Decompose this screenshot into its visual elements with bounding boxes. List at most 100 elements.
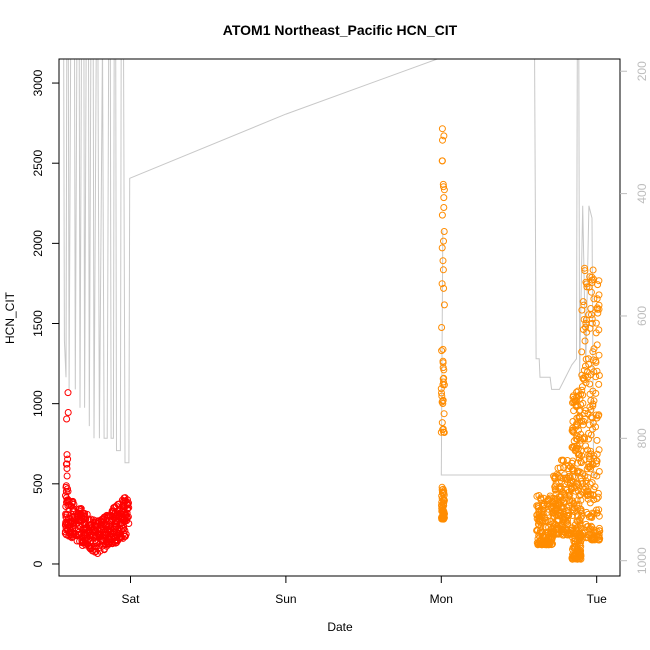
data-point (591, 483, 599, 491)
data-point (62, 460, 70, 468)
data-point (585, 513, 593, 521)
data-point (122, 530, 130, 538)
data-point (595, 380, 603, 388)
data-point (438, 280, 446, 288)
data-point (96, 524, 104, 532)
data-point (592, 319, 600, 327)
data-point (440, 515, 447, 523)
y-tick-label: 2500 (31, 150, 45, 177)
data-point (582, 442, 590, 450)
data-point (440, 374, 448, 382)
data-point (581, 526, 589, 534)
data-point (540, 501, 548, 508)
data-point (581, 472, 589, 480)
data-point (573, 497, 581, 505)
data-point (595, 446, 603, 454)
x-tick-label: Sun (275, 592, 296, 606)
data-point (113, 539, 120, 547)
data-point (79, 532, 87, 540)
data-point (588, 273, 596, 281)
data-point (440, 410, 448, 418)
data-point (595, 351, 603, 359)
data-point (112, 522, 120, 530)
data-point (64, 498, 71, 506)
data-point (537, 513, 545, 521)
data-point (595, 468, 603, 475)
data-point (439, 396, 447, 404)
data-point (571, 540, 579, 548)
data-point (587, 305, 595, 312)
data-point (114, 530, 122, 538)
data-point (583, 283, 591, 291)
data-point (590, 345, 598, 353)
data-point (65, 506, 73, 514)
data-point (114, 507, 122, 515)
data-point (438, 513, 446, 521)
data-point (581, 267, 589, 275)
data-point (584, 446, 591, 454)
data-point (595, 524, 603, 532)
data-point (583, 328, 591, 336)
data-point (440, 511, 448, 519)
data-point (582, 483, 590, 491)
data-point (582, 355, 590, 363)
data-point (581, 529, 589, 537)
data-point (577, 547, 585, 555)
x-axis: Sat Sun Mon Tue (121, 576, 607, 606)
data-point (579, 298, 587, 306)
data-point (550, 506, 558, 514)
data-point (533, 539, 541, 547)
data-point (440, 132, 448, 140)
data-point (581, 337, 589, 345)
data-point (439, 136, 446, 144)
data-point (564, 516, 571, 524)
y-axis: 0 500 1000 1500 2000 2500 3000 (31, 69, 59, 567)
data-point (578, 509, 586, 517)
data-point (578, 383, 586, 391)
data-point (572, 403, 580, 411)
data-point (585, 491, 592, 499)
data-point (123, 514, 131, 522)
data-point (569, 457, 577, 465)
data-point (83, 537, 91, 545)
y2-tick-label: 200 (635, 61, 649, 81)
x-tick-label: Mon (430, 592, 453, 606)
data-point (586, 380, 594, 388)
y2-tick-label: 800 (635, 428, 649, 448)
data-point (112, 514, 120, 522)
data-point (439, 485, 447, 493)
data-point (439, 257, 447, 265)
data-point (439, 503, 447, 511)
data-point (103, 542, 111, 550)
data-point (593, 295, 601, 303)
data-point (594, 489, 602, 497)
data-point (64, 526, 72, 534)
y2-tick-label: 400 (635, 183, 649, 203)
data-point (585, 455, 593, 463)
data-point (569, 512, 576, 519)
data-point (579, 470, 587, 478)
data-point (571, 487, 579, 495)
data-point (440, 301, 448, 309)
data-point (587, 450, 595, 458)
data-point (63, 465, 71, 472)
data-point (581, 409, 588, 417)
data-point (577, 505, 585, 513)
data-point (593, 436, 601, 444)
data-point (582, 319, 590, 327)
data-point (587, 406, 595, 414)
data-point (580, 433, 588, 441)
data-point (559, 457, 567, 465)
data-point (67, 533, 75, 541)
data-point (583, 523, 591, 531)
x-tick-label: Sat (121, 592, 140, 606)
data-point (106, 533, 113, 541)
data-point (439, 359, 447, 367)
data-point (440, 204, 448, 211)
data-point (595, 291, 603, 299)
data-point (595, 277, 603, 285)
data-point (541, 533, 549, 541)
data-point (588, 479, 596, 487)
data-point (578, 348, 586, 356)
y-tick-label: 2000 (31, 230, 45, 257)
